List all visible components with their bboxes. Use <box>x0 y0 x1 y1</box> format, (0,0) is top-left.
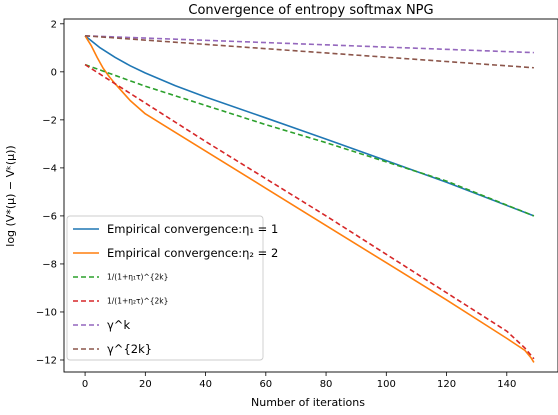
y-tick-label: −12 <box>36 355 57 366</box>
y-tick-label: −2 <box>42 115 57 126</box>
y-tick-label: 2 <box>51 19 57 30</box>
y-tick-label: −6 <box>42 211 57 222</box>
legend: Empirical convergence:η₁ = 1 Empirical co… <box>66 215 278 361</box>
series-line-5 <box>85 35 534 54</box>
series-line-6 <box>85 35 534 69</box>
legend-label: Empirical convergence:η₁ = 1 <box>107 222 278 236</box>
plot-area <box>84 35 535 363</box>
x-tick-label: 60 <box>259 379 272 390</box>
legend-label: 1/(1+η₁τ)^{2k} <box>107 273 168 282</box>
x-tick-label: 0 <box>82 379 88 390</box>
x-tick-label: 120 <box>437 379 456 390</box>
series-line-1 <box>84 35 535 217</box>
series-group <box>84 35 535 363</box>
legend-label: γ^k <box>107 318 130 332</box>
chart-title: Convergence of entropy softmax NPG <box>188 3 433 18</box>
series-line-2 <box>84 35 535 363</box>
legend-label: Empirical convergence:η₂ = 2 <box>107 246 278 260</box>
x-tick-label: 40 <box>199 379 212 390</box>
x-tick-label: 80 <box>320 379 333 390</box>
y-tick-label: −8 <box>42 259 57 270</box>
legend-label: 1/(1+η₂τ)^{2k} <box>107 297 168 306</box>
series-line-4 <box>84 63 535 360</box>
series-line-3 <box>84 63 535 217</box>
x-axis: 0 20 40 60 80 100 120 140 <box>82 372 516 390</box>
y-tick-label: −10 <box>36 307 57 318</box>
y-tick-label: 0 <box>51 67 57 78</box>
legend-box <box>66 215 264 361</box>
x-axis-label: Number of iterations <box>251 396 365 409</box>
legend-label: γ^{2k} <box>107 342 152 356</box>
x-tick-label: 100 <box>377 379 396 390</box>
x-tick-label: 140 <box>497 379 516 390</box>
y-tick-label: −4 <box>42 163 57 174</box>
y-axis-label: log (V*(μ) − Vᵏ(μ)) <box>4 145 17 246</box>
y-axis: −12 −10 −8 −6 −4 −2 0 2 <box>36 19 64 366</box>
plot-frame <box>63 18 558 373</box>
x-tick-label: 20 <box>139 379 152 390</box>
